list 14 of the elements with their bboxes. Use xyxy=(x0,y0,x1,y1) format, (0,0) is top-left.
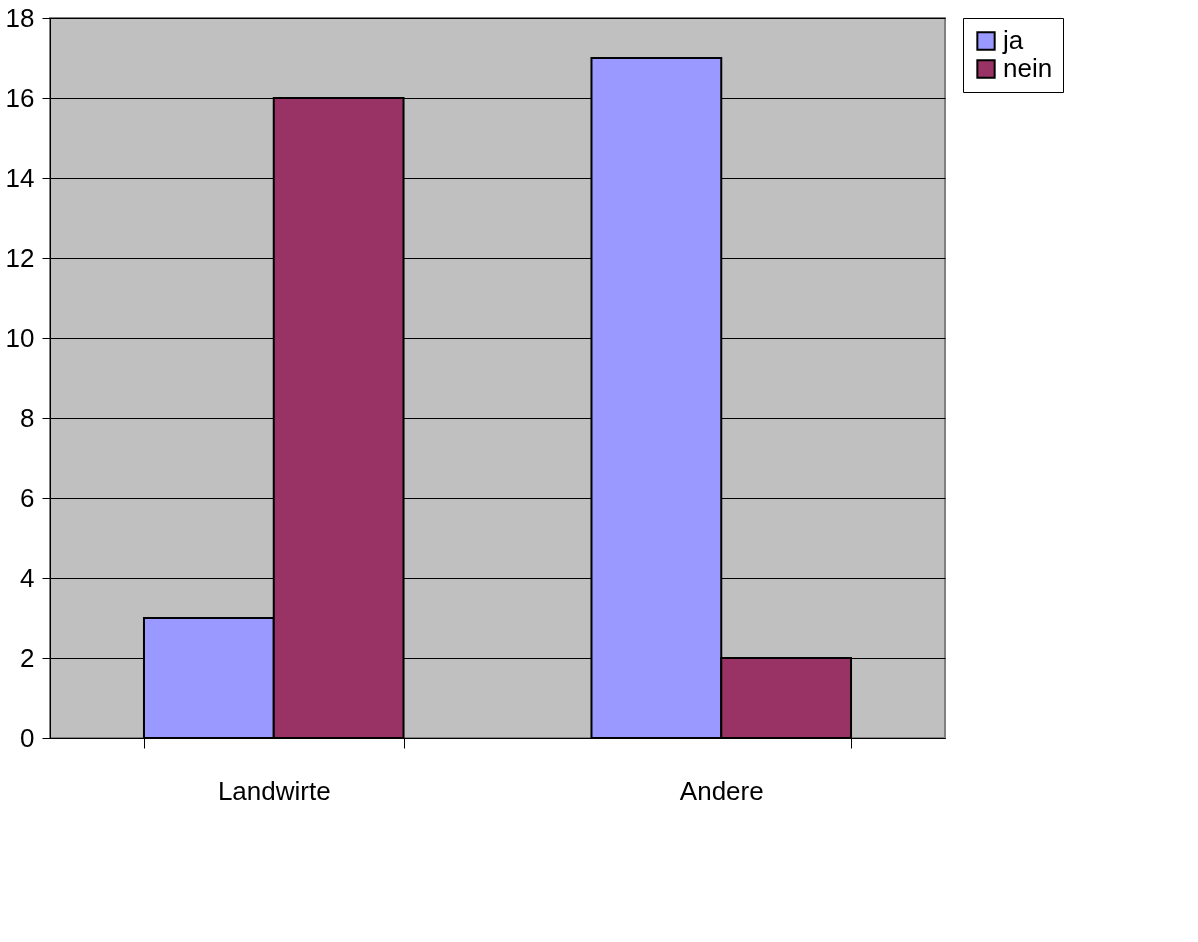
x-tick-label: Landwirte xyxy=(217,775,331,806)
legend-label: ja xyxy=(1002,25,1024,55)
y-tick-label: 8 xyxy=(20,402,35,433)
y-tick-label: 12 xyxy=(5,242,35,273)
y-tick-label: 6 xyxy=(20,482,35,513)
y-tick-label: 10 xyxy=(5,322,35,353)
y-tick-label: 2 xyxy=(20,642,35,673)
x-tick-label: Andere xyxy=(679,775,764,806)
y-tick-label: 18 xyxy=(5,2,35,33)
y-tick-label: 4 xyxy=(20,562,35,593)
legend-label: nein xyxy=(1003,53,1053,83)
y-tick-label: 0 xyxy=(20,722,35,753)
y-tick-label: 14 xyxy=(5,162,35,193)
y-tick-label: 16 xyxy=(5,82,35,113)
